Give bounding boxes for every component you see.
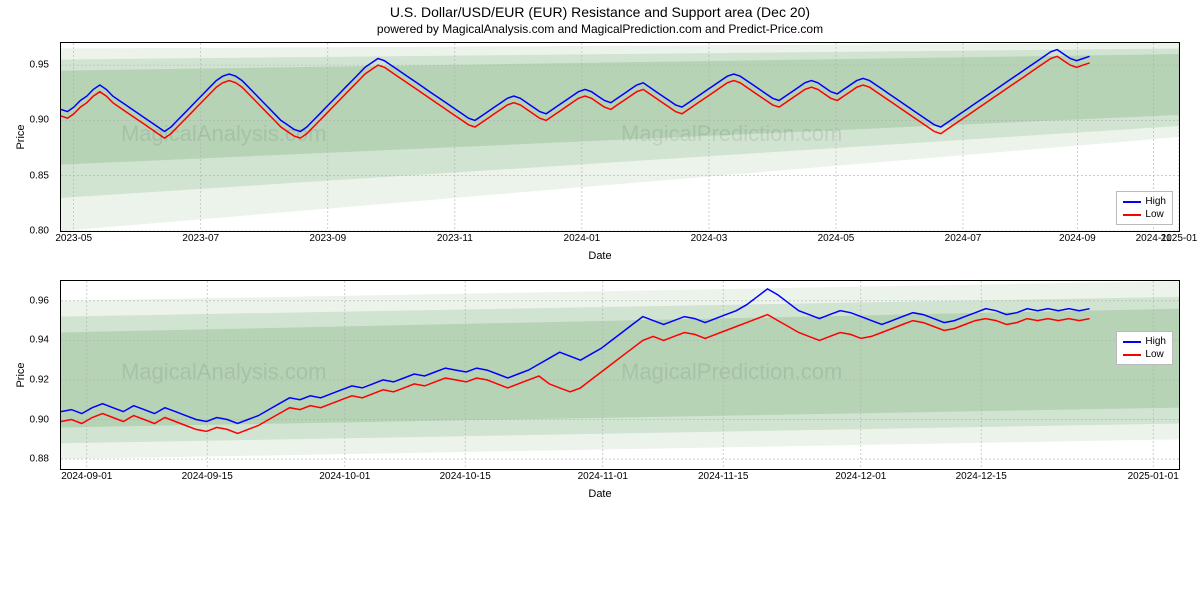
sub-title: powered by MagicalAnalysis.com and Magic… [0, 22, 1200, 36]
y-tick-label: 0.95 [30, 60, 49, 71]
x-tick-label: 2024-10-15 [440, 471, 491, 482]
legend-swatch-low [1123, 354, 1141, 356]
y-tick-label: 0.94 [30, 335, 49, 346]
legend-top: High Low [1116, 191, 1173, 225]
chart-bottom: Price 0.880.900.920.940.96 2024-09-01202… [60, 280, 1180, 470]
y-tick-label: 0.96 [30, 295, 49, 306]
y-tick-label: 0.90 [30, 115, 49, 126]
legend-row-low: Low [1123, 208, 1166, 221]
title-block: U.S. Dollar/USD/EUR (EUR) Resistance and… [0, 0, 1200, 36]
chart-svg-top [61, 43, 1179, 231]
x-tick-label: 2024-11-15 [698, 471, 748, 482]
y-tick-label: 0.85 [30, 170, 49, 181]
legend-row-low: Low [1123, 348, 1166, 361]
xlabel-top: Date [0, 250, 1200, 262]
legend-label-high: High [1145, 335, 1166, 348]
x-tick-label: 2024-12-01 [835, 471, 886, 482]
x-tick-label: 2024-09-01 [61, 471, 112, 482]
y-tick-label: 0.92 [30, 374, 49, 385]
chart-top: Price 0.800.850.900.95 2023-052023-07202… [60, 42, 1180, 232]
y-tick-label: 0.88 [30, 454, 49, 465]
y-tick-label: 0.90 [30, 414, 49, 425]
legend-row-high: High [1123, 195, 1166, 208]
legend-bottom: High Low [1116, 331, 1173, 365]
x-tick-label: 2023-05 [55, 233, 92, 244]
x-tick-label: 2024-10-01 [319, 471, 370, 482]
x-tick-label: 2024-09 [1059, 233, 1096, 244]
ylabel-bottom: Price [15, 362, 27, 387]
x-tick-label: 2023-09 [309, 233, 346, 244]
ylabel-top: Price [15, 124, 27, 149]
x-tick-label: 2024-03 [691, 233, 728, 244]
x-tick-label: 2025-01 [1161, 233, 1198, 244]
chart-svg-bottom [61, 281, 1179, 469]
x-tick-label: 2024-09-15 [182, 471, 233, 482]
legend-swatch-high [1123, 341, 1141, 343]
legend-row-high: High [1123, 335, 1166, 348]
x-ticks-bottom: 2024-09-01 2024-09-15 2024-10-01 2024-10-15… [61, 471, 1179, 485]
x-ticks-top: 2023-052023-072023-092023-112024-012024-… [61, 233, 1179, 247]
legend-label-high: High [1145, 195, 1166, 208]
x-tick-label: 2024-05 [818, 233, 855, 244]
x-tick-label: 2024-07 [945, 233, 982, 244]
x-tick-label: 2024-01 [564, 233, 601, 244]
legend-swatch-high [1123, 201, 1141, 203]
xlabel-bottom: Date [0, 488, 1200, 500]
legend-label-low: Low [1145, 208, 1163, 221]
x-tick-label: 2025-01-01 [1128, 471, 1179, 482]
x-tick-label: 2023-11 [437, 233, 473, 244]
x-tick-label: 2024-12-15 [956, 471, 1007, 482]
legend-label-low: Low [1145, 348, 1163, 361]
x-tick-label: 2024-11-01 [578, 471, 628, 482]
x-tick-label: 2023-07 [182, 233, 219, 244]
y-tick-label: 0.80 [30, 226, 49, 237]
main-title: U.S. Dollar/USD/EUR (EUR) Resistance and… [0, 4, 1200, 20]
legend-swatch-low [1123, 214, 1141, 216]
